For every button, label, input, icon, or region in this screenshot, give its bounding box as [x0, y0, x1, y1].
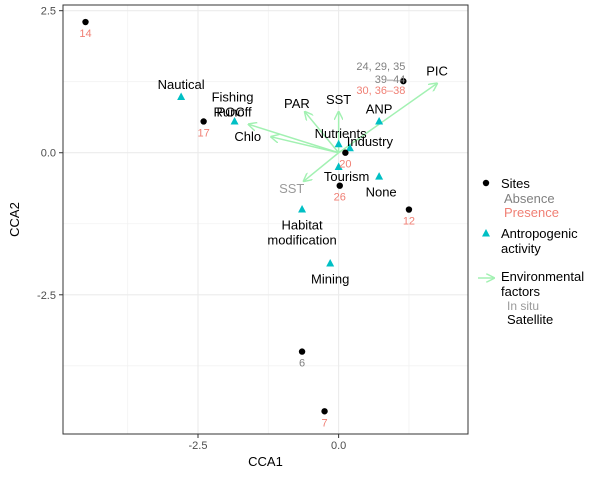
site-group-label: 24, 29, 35 [356, 61, 405, 73]
vector-label-poc: POC [216, 104, 244, 119]
vector-label-chlo: Chlo [234, 129, 261, 144]
vector-arrow-chlo [271, 137, 339, 154]
legend-key-sites [482, 179, 490, 187]
site-group-label: 39–44 [375, 74, 406, 86]
x-tick-label: -2.5 [189, 440, 208, 452]
x-axis-title: CCA1 [248, 454, 283, 469]
y-tick-label: 2.5 [41, 6, 56, 18]
site-label: 12 [403, 216, 415, 228]
activity-marker [298, 205, 307, 213]
x-tick-label: 0.0 [331, 440, 346, 452]
activity-label: Nutrients [315, 126, 368, 141]
vector-label-sst: SST [279, 181, 304, 196]
plot-border [62, 4, 469, 435]
activity-marker [230, 116, 239, 125]
plot-panel [63, 5, 468, 434]
activity-marker [345, 143, 354, 152]
legend-item-presence: Presence [504, 205, 559, 220]
activity-marker [334, 162, 343, 170]
legend-item-in-situ: In situ [507, 299, 539, 313]
vector-arrow-pic [338, 83, 437, 154]
legend-key-activity [482, 229, 490, 237]
site-point [321, 408, 328, 415]
activity-label: None [366, 185, 397, 200]
activity-label: Tourism [324, 169, 370, 184]
vector-arrow-par [305, 112, 340, 154]
legend-item-satellite: Satellite [507, 312, 553, 327]
activity-label: Fishing Runoff [212, 89, 254, 119]
activity-marker [177, 92, 186, 101]
site-label: 14 [79, 28, 91, 40]
activity-label: ANP [366, 101, 393, 116]
site-label: 26 [334, 192, 346, 204]
activity-label: Habitat modification [267, 218, 336, 248]
site-point [336, 182, 343, 189]
activity-marker [326, 259, 335, 267]
y-axis-title: CCA2 [7, 202, 22, 237]
site-point [405, 206, 413, 213]
site-point [82, 18, 89, 26]
legend-title-activity: Antropogenic activity [501, 226, 578, 256]
vector-label-par: PAR [284, 96, 310, 111]
y-tick-label: -2.5 [37, 290, 56, 302]
legend-title-environmental: Environmental factors [501, 269, 584, 299]
site-point [200, 118, 207, 125]
site-label: 6 [299, 358, 305, 370]
vector-arrow-sst [304, 152, 340, 181]
site-label: 20 [339, 159, 351, 171]
activity-label: Mining [311, 272, 349, 287]
activity-marker [334, 139, 343, 148]
site-point [400, 77, 407, 85]
activity-label: Industry [347, 134, 394, 149]
site-label: 7 [322, 417, 328, 429]
site-group-label: 30, 36–38 [356, 85, 405, 97]
site-label: 17 [198, 127, 210, 139]
y-tick-label: 0.0 [41, 148, 56, 160]
vector-arrow-poc [249, 124, 339, 154]
legend-title-sites: Sites [501, 176, 530, 191]
activity-marker [375, 116, 384, 125]
legend-item-absence: Absence [504, 191, 555, 206]
activity-label: Nautical [158, 77, 205, 92]
site-point [342, 149, 349, 156]
site-point [298, 348, 306, 355]
activity-marker [375, 172, 384, 180]
vector-label-sst: SST [326, 92, 351, 107]
vector-label-pic: PIC [426, 63, 448, 78]
